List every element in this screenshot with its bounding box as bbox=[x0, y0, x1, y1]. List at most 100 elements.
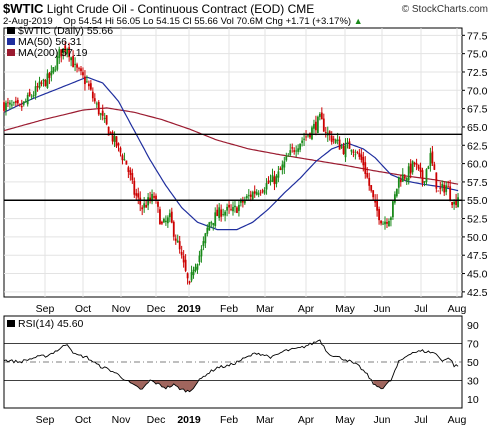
price-tick-label: 47.5 bbox=[467, 250, 488, 262]
candle-body bbox=[190, 272, 193, 281]
candle-body bbox=[395, 188, 398, 197]
candle-body bbox=[87, 83, 90, 87]
candle-body bbox=[30, 96, 33, 98]
candle-body bbox=[97, 102, 100, 115]
candle-body bbox=[263, 190, 266, 194]
candle-body bbox=[429, 153, 432, 166]
candle-body bbox=[437, 190, 440, 192]
candle-body bbox=[34, 86, 37, 96]
candle-body bbox=[70, 57, 73, 61]
symbol: $WTIC bbox=[3, 1, 44, 16]
candle-body bbox=[14, 101, 17, 103]
candle-body bbox=[382, 223, 384, 225]
rsi-x-tick-label: Aug bbox=[448, 414, 467, 426]
candle-body bbox=[72, 56, 74, 68]
price-tick-label: 67.5 bbox=[467, 104, 488, 116]
candle-body bbox=[216, 209, 219, 217]
candle-body bbox=[366, 173, 369, 178]
candle-body bbox=[403, 176, 406, 179]
candle-body bbox=[303, 138, 305, 140]
candle-body bbox=[3, 102, 5, 111]
candle-body bbox=[340, 146, 343, 148]
price-x-tick-label: Oct bbox=[75, 303, 91, 315]
price-x-tick-label: Apr bbox=[298, 303, 315, 315]
candle-body bbox=[320, 112, 323, 120]
candle-body bbox=[218, 207, 221, 218]
candle-body bbox=[163, 218, 165, 223]
candle-body bbox=[131, 173, 134, 181]
rsi-oversold-fill bbox=[126, 380, 149, 390]
candle-body bbox=[194, 266, 197, 271]
candle-body bbox=[332, 138, 335, 141]
candle-body bbox=[419, 167, 422, 172]
candle-body bbox=[222, 214, 225, 215]
candle-body bbox=[393, 194, 396, 203]
candle-body bbox=[46, 73, 49, 88]
candle-body bbox=[435, 172, 438, 189]
price-tick-label: 75.0 bbox=[467, 49, 488, 61]
candle-body bbox=[265, 183, 268, 190]
rsi-tick-label: 30 bbox=[467, 375, 479, 387]
candle-body bbox=[186, 273, 189, 279]
candle-body bbox=[354, 154, 357, 156]
legend-ma50-swatch bbox=[7, 38, 15, 45]
candle-body bbox=[164, 220, 167, 223]
price-tick-label: 55.0 bbox=[467, 195, 488, 207]
rsi-oversold-fill bbox=[152, 380, 198, 392]
candle-body bbox=[356, 151, 359, 153]
candle-body bbox=[271, 175, 274, 182]
candle-body bbox=[309, 133, 311, 138]
legend-rsi: RSI(14) 45.60 bbox=[18, 318, 84, 330]
candle-body bbox=[297, 148, 300, 152]
candle-body bbox=[415, 163, 418, 165]
candle-body bbox=[147, 197, 150, 206]
legend-rsi-swatch bbox=[7, 320, 15, 327]
candle-body bbox=[328, 131, 331, 135]
price-tick-label: 45.0 bbox=[467, 269, 488, 281]
rsi-x-tick-label: Nov bbox=[112, 414, 131, 426]
candle-body bbox=[287, 155, 290, 157]
candle-body bbox=[28, 92, 31, 96]
candle-body bbox=[249, 194, 252, 197]
rsi-x-tick-label: Jun bbox=[374, 414, 391, 426]
candle-body bbox=[26, 95, 29, 105]
candle-body bbox=[198, 255, 201, 263]
candle-body bbox=[330, 135, 333, 142]
candle-body bbox=[103, 117, 106, 119]
candle-body bbox=[212, 222, 215, 226]
quote-summary: 2-Aug-2019 Op 54.54 Hi 56.05 Lo 54.15 Cl… bbox=[3, 16, 363, 27]
candle-body bbox=[384, 221, 386, 225]
rsi-x-tick-label: Dec bbox=[147, 414, 166, 426]
candle-body bbox=[202, 241, 205, 247]
candle-body bbox=[62, 48, 65, 54]
candle-body bbox=[226, 206, 228, 211]
candle-body bbox=[401, 174, 404, 182]
candle-body bbox=[50, 71, 53, 76]
candle-body bbox=[431, 151, 434, 164]
candle-body bbox=[64, 45, 67, 52]
candle-body bbox=[344, 144, 347, 158]
candle-body bbox=[311, 127, 313, 140]
rsi-x-tick-label: 2019 bbox=[177, 414, 201, 426]
candle-body bbox=[18, 104, 21, 106]
candle-body bbox=[178, 241, 181, 250]
candle-body bbox=[157, 201, 159, 207]
rsi-x-tick-label: Jul bbox=[414, 414, 427, 426]
legend-price: $WTIC (Daily) 55.66 bbox=[18, 25, 113, 37]
price-tick-label: 72.5 bbox=[467, 67, 488, 79]
candle-body bbox=[293, 150, 296, 152]
candle-body bbox=[421, 170, 424, 184]
candle-body bbox=[336, 139, 339, 141]
candle-body bbox=[257, 193, 260, 195]
candle-body bbox=[208, 222, 211, 231]
candle-body bbox=[392, 201, 394, 218]
candle-body bbox=[318, 113, 321, 117]
candle-body bbox=[342, 145, 345, 155]
quote-date: 2-Aug-2019 bbox=[3, 16, 53, 27]
candle-body bbox=[360, 154, 363, 160]
candle-body bbox=[457, 197, 459, 208]
price-tick-label: 57.5 bbox=[467, 177, 488, 189]
legend-price-swatch bbox=[7, 27, 15, 34]
candle-body bbox=[113, 135, 116, 142]
candle-body bbox=[161, 221, 163, 224]
